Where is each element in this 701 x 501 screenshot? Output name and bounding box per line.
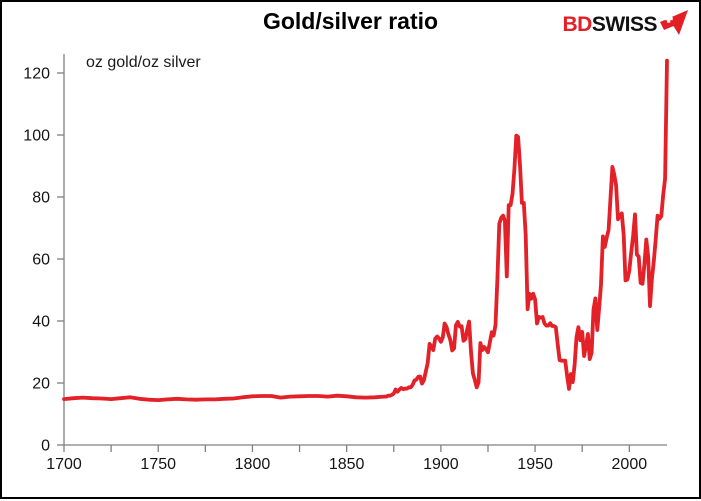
y-tick-label: 60 [32,252,50,269]
bdswiss-logo: BD SWISS [562,10,689,38]
y-tick-label: 0 [41,438,50,455]
x-tick-label: 1850 [329,456,365,473]
y-tick-label: 80 [32,190,50,207]
chart-title: Gold/silver ratio [262,8,439,34]
y-tick-label: 40 [32,314,50,331]
x-tick-label: 2000 [612,456,648,473]
x-tick-label: 1700 [46,456,82,473]
logo-text-bd: BD [562,13,592,36]
x-tick-label: 1750 [140,456,176,473]
gold-silver-ratio-line [62,58,669,403]
x-tick-label: 1900 [423,456,459,473]
logo-text-swiss: SWISS [591,13,658,36]
y-tick-label: 20 [32,376,50,393]
units-label: oz gold/oz silver [86,54,201,71]
x-tick-label: 1800 [235,456,271,473]
y-tick-label: 100 [23,128,50,145]
swiss-arrow-icon [660,10,688,35]
x-tick-label: 1950 [517,456,553,473]
y-tick-label: 120 [23,66,50,83]
